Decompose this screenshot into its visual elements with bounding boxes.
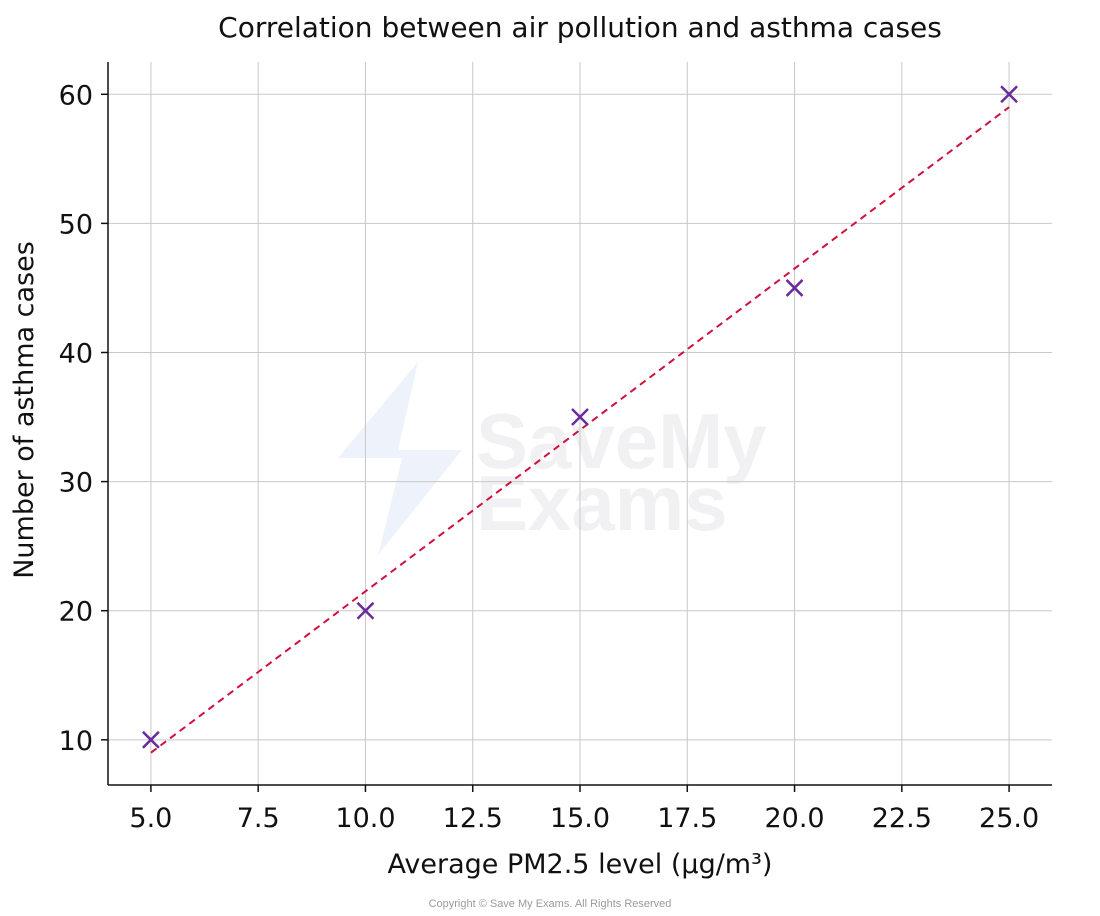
data-point xyxy=(1000,85,1018,104)
data-point xyxy=(356,601,375,620)
data-point xyxy=(785,279,804,297)
marker-stroke xyxy=(1000,85,1018,104)
data-points xyxy=(142,85,1018,749)
marker-stroke xyxy=(142,730,160,749)
x-tick-label: 17.5 xyxy=(657,803,717,834)
x-tick-label: 5.0 xyxy=(129,803,172,834)
y-tick-label: 10 xyxy=(59,726,93,757)
watermark-line1: SaveMy xyxy=(476,397,767,485)
x-tick-label: 10.0 xyxy=(335,803,395,834)
y-tick-label: 20 xyxy=(59,597,93,628)
y-tick-label: 40 xyxy=(59,338,93,369)
marker-stroke xyxy=(356,601,375,620)
marker-stroke xyxy=(785,279,804,297)
x-tick-label: 15.0 xyxy=(550,803,610,834)
data-point xyxy=(142,730,160,749)
copyright-notice: Copyright © Save My Exams. All Rights Re… xyxy=(428,898,672,910)
x-tick-label: 12.5 xyxy=(443,803,503,834)
watermark: SaveMy Exams xyxy=(338,362,767,555)
x-tick-label: 20.0 xyxy=(764,803,824,834)
y-axis-label: Number of asthma cases xyxy=(9,241,40,579)
x-axis-label: Average PM2.5 level (μg/m³) xyxy=(388,849,773,880)
watermark-line2: Exams xyxy=(476,459,728,547)
chart-title: Correlation between air pollution and as… xyxy=(218,11,942,44)
gridlines xyxy=(108,62,1052,785)
trendline xyxy=(150,106,1010,754)
x-tick-label: 7.5 xyxy=(237,803,280,834)
watermark-bolt-icon xyxy=(338,362,462,555)
data-point xyxy=(571,408,589,426)
marker-stroke xyxy=(571,408,589,426)
x-tick-label: 25.0 xyxy=(979,803,1039,834)
y-tick-label: 60 xyxy=(59,80,93,111)
axis-ticks: 5.0 7.5 10.0 12.5 15.0 17.5 20.0 22.5 25.0 10 20 30… xyxy=(59,80,1040,834)
x-tick-label: 22.5 xyxy=(872,803,932,834)
y-tick-label: 30 xyxy=(59,468,93,499)
y-tick-label: 50 xyxy=(59,209,93,240)
